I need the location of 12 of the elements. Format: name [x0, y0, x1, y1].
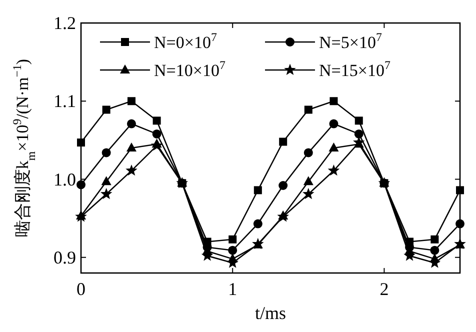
x-axis-title: t/ms	[254, 303, 286, 323]
x-tick-label: 1	[228, 279, 238, 299]
legend-label: N=0×10$^{7}$	[154, 30, 217, 52]
y-tick-label: 1.0	[54, 169, 76, 190]
y-tick-label: 1.1	[54, 91, 76, 112]
x-tick-label: 0	[76, 279, 86, 299]
x-tick-label: 2	[380, 279, 389, 299]
y-tick-label: 1.2	[54, 13, 76, 33]
y-tick-label: 0.9	[54, 247, 76, 268]
legend-label: N=15×10$^{7}$	[319, 58, 390, 80]
legend-label: N=5×10$^{7}$	[319, 30, 382, 52]
legend-label: N=10×10$^{7}$	[154, 58, 226, 80]
